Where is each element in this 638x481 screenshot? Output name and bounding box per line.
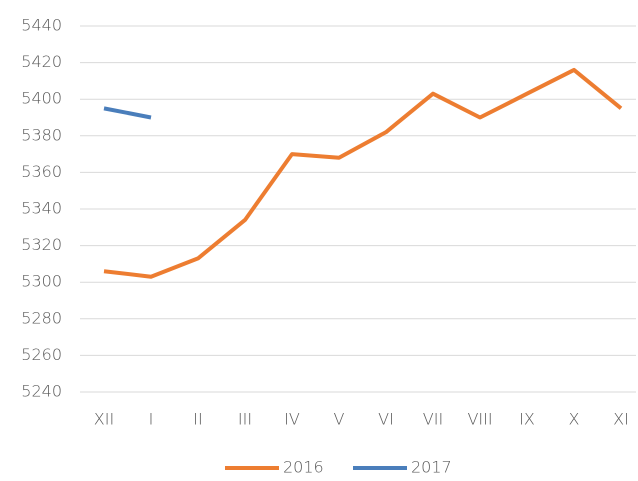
y-tick-label: 5380 xyxy=(21,125,62,144)
x-tick-label: VIII xyxy=(467,410,492,429)
y-tick-label: 5440 xyxy=(21,16,62,35)
x-tick-label: I xyxy=(149,410,154,429)
y-tick-label: 5240 xyxy=(21,382,62,401)
x-tick-label: VI xyxy=(378,410,394,429)
y-tick-label: 5340 xyxy=(21,199,62,218)
x-tick-label: XII xyxy=(94,410,114,429)
y-tick-label: 5400 xyxy=(21,89,62,108)
y-tick-label: 5360 xyxy=(21,162,62,181)
x-tick-label: IV xyxy=(284,410,300,429)
legend-label: 2016 xyxy=(283,458,324,477)
x-tick-label: VII xyxy=(423,410,443,429)
x-tick-label: XI xyxy=(613,410,629,429)
legend-label: 2017 xyxy=(411,458,452,477)
y-tick-label: 5320 xyxy=(21,235,62,254)
x-tick-label: V xyxy=(334,410,345,429)
y-tick-label: 5280 xyxy=(21,308,62,327)
x-tick-label: X xyxy=(569,410,580,429)
line-series xyxy=(103,67,623,279)
y-tick-label: 5300 xyxy=(21,272,62,291)
line-series xyxy=(103,106,152,120)
x-tick-label: III xyxy=(238,410,252,429)
x-tick-label: IX xyxy=(519,410,535,429)
y-tick-label: 5420 xyxy=(21,52,62,71)
x-tick-label: II xyxy=(193,410,202,429)
y-tick-label: 5260 xyxy=(21,345,62,364)
